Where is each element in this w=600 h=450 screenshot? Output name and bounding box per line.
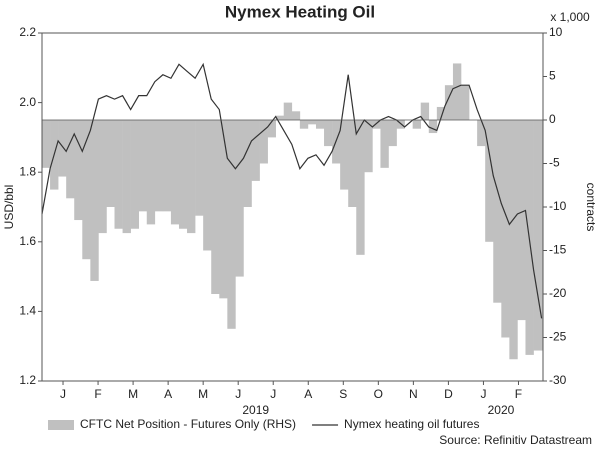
bar: [122, 120, 131, 234]
x-tick-label: M: [198, 387, 208, 401]
line: [41, 62, 543, 319]
x-tick-label: F: [515, 387, 522, 401]
bar: [493, 120, 502, 303]
y2-tick-label: -25: [549, 330, 567, 344]
x-tick-label: J: [480, 387, 486, 401]
bar: [340, 120, 349, 190]
bar: [74, 120, 83, 221]
bar: [348, 120, 357, 207]
bar: [485, 120, 494, 242]
bar: [138, 120, 148, 212]
bar: [509, 120, 518, 360]
bar: [291, 111, 301, 120]
bar: [533, 120, 542, 351]
bar: [211, 120, 220, 294]
bar: [372, 120, 381, 129]
x-tick-label: N: [409, 387, 418, 401]
bar: [364, 120, 373, 173]
bar: [203, 120, 212, 251]
bar: [501, 120, 510, 338]
bar: [187, 120, 196, 234]
y2-tick-label: 10: [549, 25, 563, 39]
bar: [219, 120, 228, 299]
legend-label: CFTC Net Position - Futures Only (RHS): [80, 417, 296, 431]
y-axis-label: USD/bbl: [2, 185, 16, 230]
y2-tick-label: -15: [549, 243, 567, 257]
bar: [90, 120, 99, 281]
x-tick-label: F: [94, 387, 101, 401]
y2-tick-label: -5: [549, 156, 560, 170]
bar: [380, 120, 389, 168]
bar: [412, 120, 422, 129]
bar: [259, 120, 268, 164]
y-tick-label: 1.2: [19, 373, 36, 387]
x-tick-label: M: [128, 387, 138, 401]
bar: [251, 120, 260, 181]
bar: [452, 63, 462, 120]
x-tick-label: A: [304, 387, 312, 401]
bar: [461, 85, 470, 120]
bar: [178, 120, 188, 229]
bar: [243, 120, 252, 207]
bar: [388, 120, 397, 147]
bar: [235, 120, 244, 277]
x-year-label: 2020: [488, 403, 515, 417]
bar: [162, 120, 172, 212]
bar: [227, 120, 236, 329]
bar: [170, 120, 180, 225]
x-tick-label: A: [164, 387, 172, 401]
bar: [58, 120, 67, 177]
bar: [307, 120, 317, 125]
bar: [477, 120, 486, 147]
x-tick-label: J: [60, 387, 66, 401]
bar: [283, 102, 293, 120]
y-tick-label: 2.0: [19, 95, 36, 109]
bar: [315, 120, 325, 129]
legend-label: Nymex heating oil futures: [344, 417, 479, 431]
y2-unit: x 1,000: [550, 10, 590, 24]
y-tick-label: 1.8: [19, 164, 36, 178]
x-tick-label: O: [374, 387, 383, 401]
bar: [420, 102, 430, 120]
y-tick-label: 1.6: [19, 234, 36, 248]
y2-tick-label: 5: [549, 69, 556, 83]
y2-tick-label: -20: [549, 286, 567, 300]
chart-title: Nymex Heating Oil: [225, 2, 375, 21]
bar: [517, 120, 526, 321]
bar: [195, 120, 204, 216]
bar: [82, 120, 91, 260]
x-tick-label: S: [339, 387, 347, 401]
bar: [324, 120, 333, 147]
bar: [154, 120, 164, 212]
y2-tick-label: -30: [549, 373, 567, 387]
bar: [98, 120, 107, 234]
bar: [356, 120, 365, 255]
x-year-label: 2019: [242, 403, 269, 417]
bar: [299, 120, 309, 129]
bar: [146, 120, 156, 225]
bar: [444, 85, 454, 120]
x-tick-label: D: [444, 387, 453, 401]
x-tick-label: J: [270, 387, 276, 401]
bar: [130, 120, 139, 229]
bar: [114, 120, 123, 229]
y2-tick-label: -10: [549, 199, 567, 213]
y2-axis-label: contracts: [584, 183, 598, 232]
x-tick-label: J: [235, 387, 241, 401]
bar: [66, 120, 75, 199]
bar: [436, 106, 446, 120]
bar: [428, 120, 438, 134]
bar: [275, 115, 285, 120]
bar: [541, 120, 544, 351]
y-tick-label: 1.4: [19, 304, 36, 318]
bar: [267, 120, 276, 138]
y2-tick-label: 0: [549, 112, 556, 126]
source: Source: Refinitiv Datastream: [439, 433, 592, 447]
bar: [42, 120, 51, 168]
legend-swatch: [48, 420, 74, 430]
bar: [106, 120, 115, 207]
y-tick-label: 2.2: [19, 25, 36, 39]
